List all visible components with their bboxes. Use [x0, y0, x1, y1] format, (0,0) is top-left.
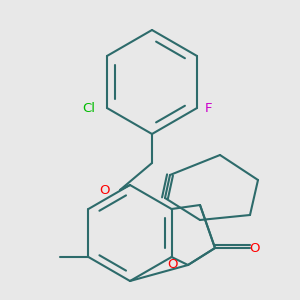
- Text: O: O: [100, 184, 110, 196]
- Text: O: O: [250, 242, 260, 254]
- Text: F: F: [205, 101, 212, 115]
- Text: Cl: Cl: [82, 101, 95, 115]
- Text: O: O: [167, 259, 177, 272]
